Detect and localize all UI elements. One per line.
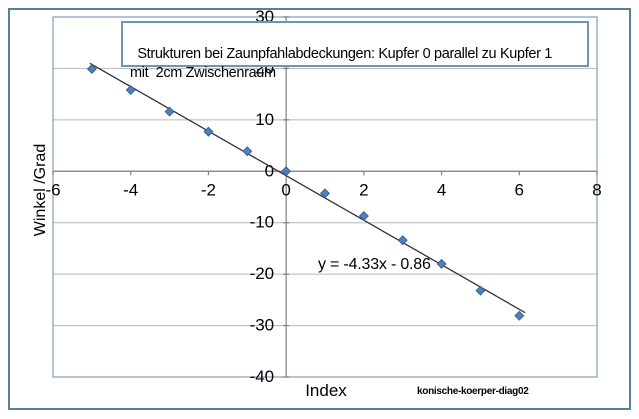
x-tick-label: 0 [281,180,290,199]
data-point-marker [164,106,175,117]
data-point-marker [281,166,292,177]
x-tick-label: -6 [45,180,60,199]
y-axis-title: Winkel /Grad [32,143,49,237]
data-point-marker [475,285,486,296]
x-tick-label: 4 [437,180,446,199]
data-point-marker [514,310,525,321]
x-tick-label: 8 [592,180,601,199]
chart-title-text: Strukturen bei Zaunpfahlabdeckungen: Kup… [130,46,552,81]
plot-border [52,16,598,378]
data-point-marker [436,258,447,269]
y-tick-label: -30 [250,316,275,335]
data-point-marker [203,126,214,137]
trendline [89,62,526,314]
data-point-marker [242,146,253,157]
data-point-marker [319,188,331,199]
data-point-marker [125,85,136,96]
chart-outer-border [8,8,631,410]
x-tick-label: -4 [123,180,138,199]
y-tick-label: -20 [250,264,275,283]
x-tick-label: 2 [359,180,368,199]
y-tick-label: 0 [265,161,274,180]
chart-footnote: konische-koerper-diag02 [417,386,529,397]
data-point-marker [358,211,369,222]
y-tick-label: 10 [255,110,274,129]
x-axis-title: Index [305,381,347,400]
y-tick-label: -10 [250,213,275,232]
x-tick-label: -2 [201,180,216,199]
data-point-marker [86,63,97,74]
trendline-equation-label: y = -4.33x - 0.86 [318,256,431,273]
x-tick-label: 6 [515,180,524,199]
y-tick-label: -40 [250,367,275,386]
chart-title-box[interactable]: Strukturen bei Zaunpfahlabdeckungen: Kup… [121,21,589,81]
data-point-marker [397,235,408,246]
